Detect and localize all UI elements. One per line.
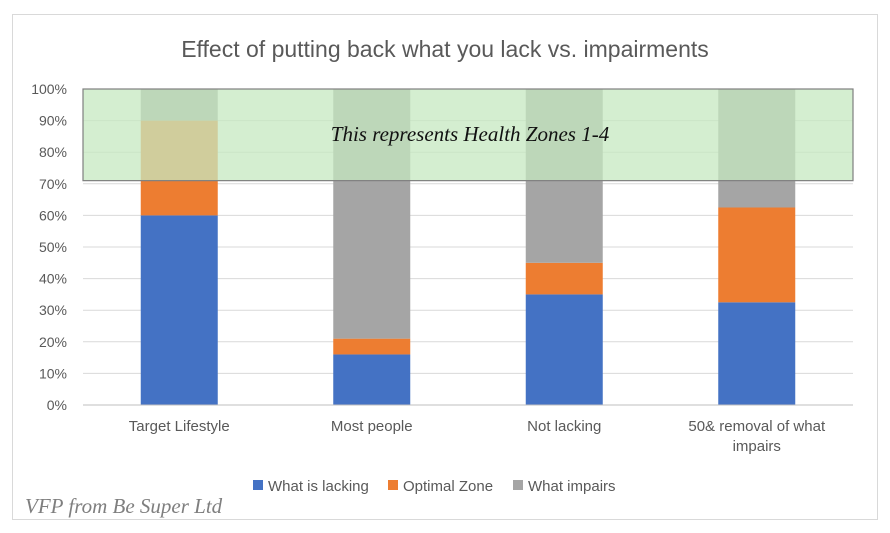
bar-segment-optimal-zone [525, 262, 603, 295]
y-tick-label: 0% [47, 397, 67, 413]
legend-swatch [253, 480, 263, 490]
watermark: VFP from Be Super Ltd [25, 494, 223, 518]
y-tick-label: 40% [39, 271, 67, 287]
x-tick-label: 50& removal of what impairs [688, 418, 826, 455]
chart-title: Effect of putting back what you lack vs.… [181, 36, 709, 62]
bar-segment-what-is-lacking [140, 215, 218, 405]
bar-segment-what-is-lacking [333, 354, 411, 405]
legend: What is lacking Optimal Zone What impairs [253, 478, 616, 495]
bar-segment-optimal-zone [718, 207, 796, 303]
bar-segment-optimal-zone [333, 338, 411, 355]
y-tick-label: 50% [39, 239, 67, 255]
x-axis: Target Lifestyle Most people Not lacking 50… [83, 404, 853, 455]
legend-label: What impairs [528, 478, 616, 495]
y-tick-label: 30% [39, 302, 67, 318]
health-zone-label: This represents Health Zones 1-4 [331, 122, 610, 146]
y-axis: 0% 10% 20% 30% 40% 50% 60% 70% 80% 90% 100% [31, 81, 67, 413]
legend-label: What is lacking [268, 478, 369, 495]
x-tick-label: Target Lifestyle [129, 418, 230, 435]
bar-segment-what-is-lacking [718, 302, 796, 405]
y-tick-label: 70% [39, 176, 67, 192]
y-tick-label: 100% [31, 81, 67, 97]
y-tick-label: 20% [39, 334, 67, 350]
legend-swatch [388, 480, 398, 490]
y-tick-label: 90% [39, 113, 67, 129]
legend-label: Optimal Zone [403, 478, 493, 495]
chart-frame: Effect of putting back what you lack vs.… [12, 14, 878, 520]
y-tick-label: 80% [39, 144, 67, 160]
y-tick-label: 60% [39, 207, 67, 223]
y-tick-label: 10% [39, 365, 67, 381]
health-zone-band [82, 88, 854, 182]
health-zone-overlay: This represents Health Zones 1-4 [82, 88, 854, 182]
legend-swatch [513, 480, 523, 490]
x-tick-label: Most people [331, 418, 413, 435]
bar-segment-what-is-lacking [525, 294, 603, 405]
chart-svg: Effect of putting back what you lack vs.… [25, 36, 854, 518]
x-tick-label: Not lacking [527, 418, 601, 435]
